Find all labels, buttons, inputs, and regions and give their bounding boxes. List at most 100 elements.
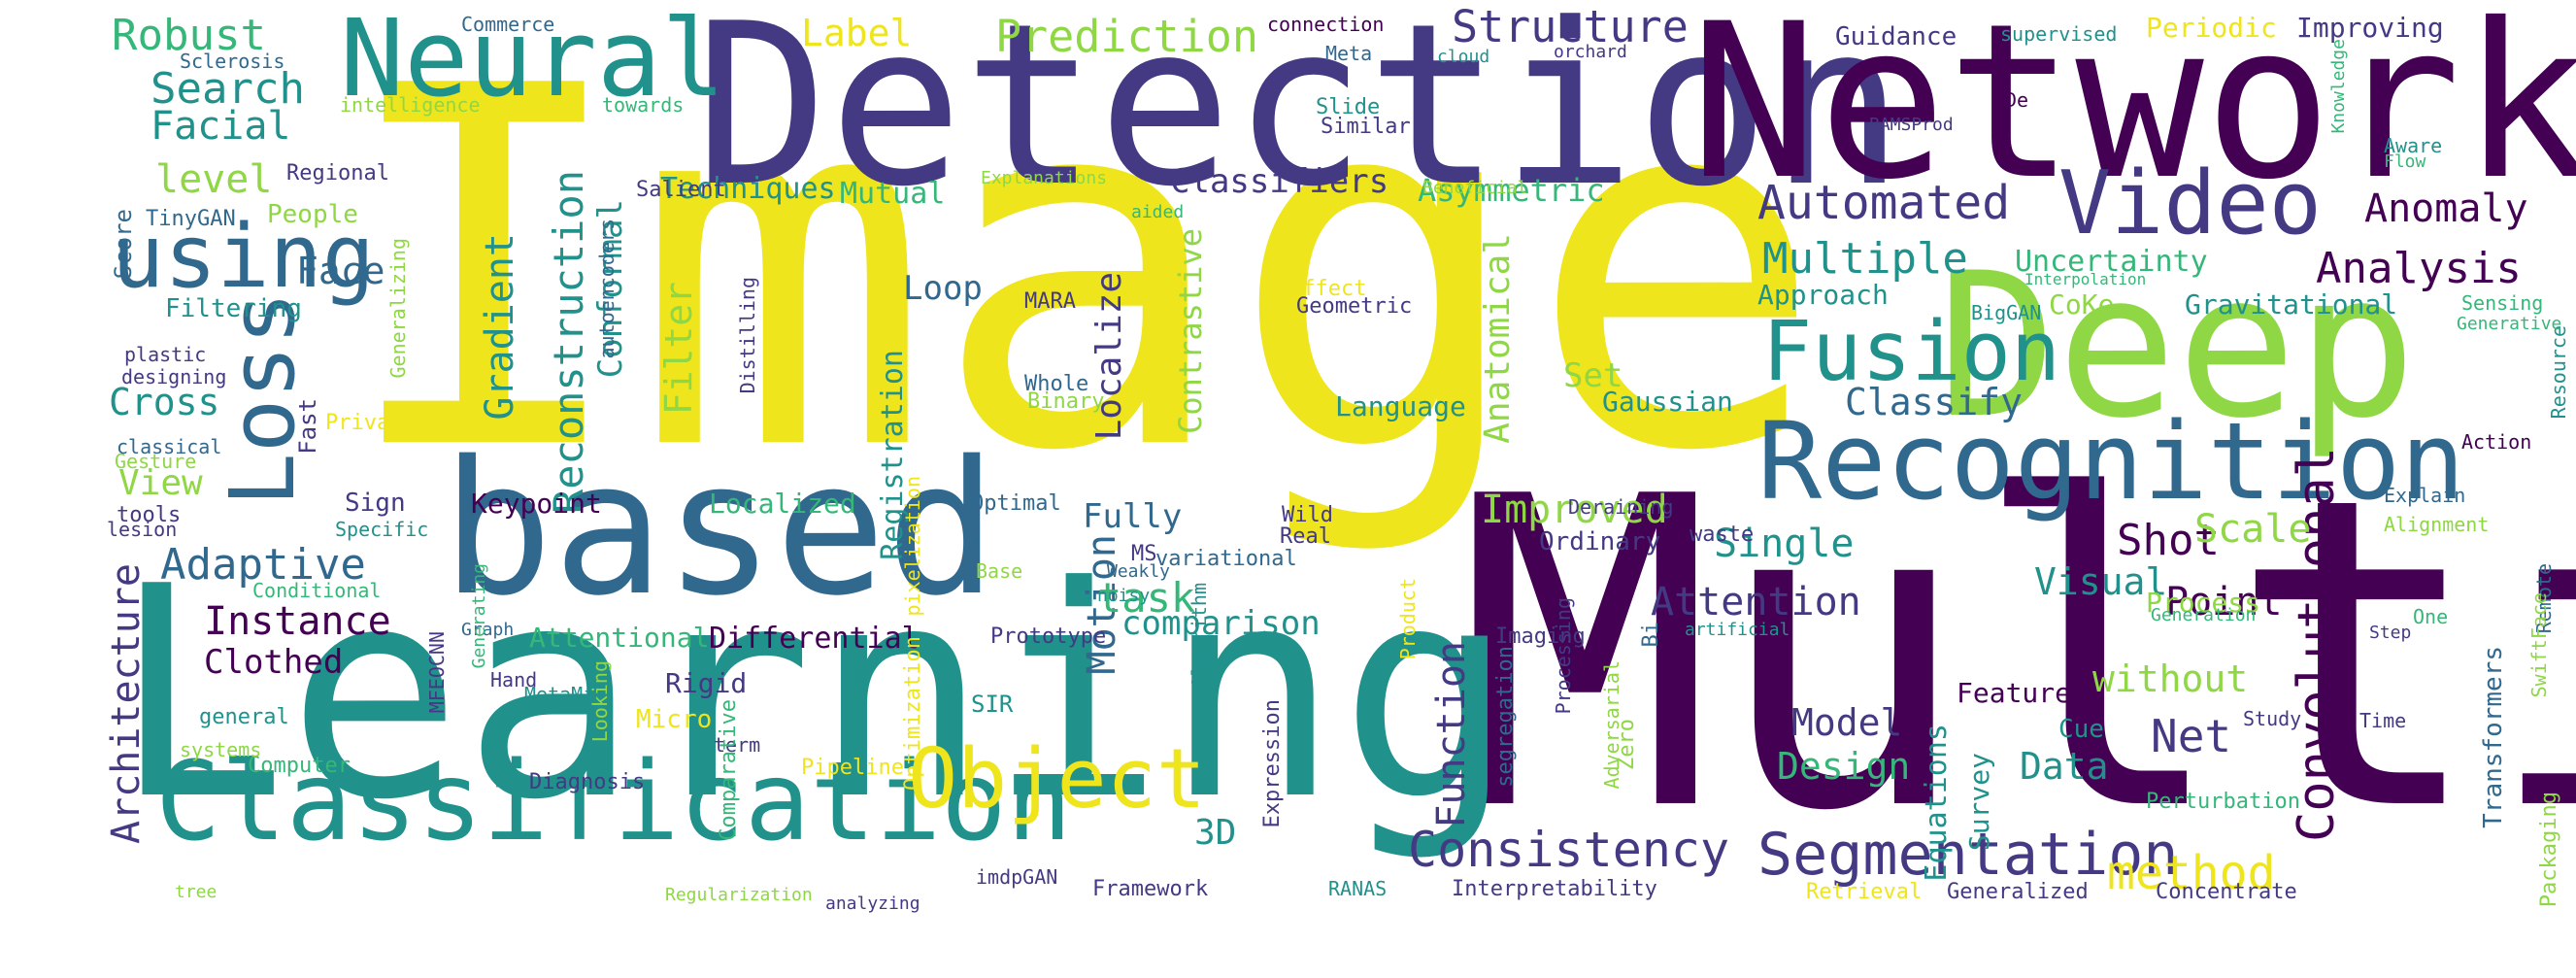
word-facial: Facial	[151, 104, 291, 149]
word-comparison: comparison	[1121, 604, 1321, 643]
word-adversarial: Adversarial	[1600, 660, 1623, 790]
word-beneficial: Beneficial	[1422, 178, 1528, 198]
word-detection: Detection	[694, 0, 1905, 236]
word-one: One	[2413, 605, 2449, 628]
word-contrastive: Contrastive	[1172, 228, 1209, 434]
word-method: method	[2107, 846, 2276, 900]
word-bamsprod: BAMSProd	[1869, 115, 1954, 135]
word-similar: Similar	[1321, 115, 1411, 139]
word-sign: Sign	[345, 489, 406, 518]
word-systems: systems	[180, 738, 262, 761]
word-function: Function	[1429, 641, 1474, 828]
word-waste: waste	[1689, 523, 1755, 547]
word-explain: Explain	[2384, 484, 2466, 507]
word-analyzing: analyzing	[825, 894, 920, 914]
word-packaging: Packaging	[2537, 792, 2561, 908]
word-ranas: RANAS	[1328, 877, 1388, 900]
word-guidance: Guidance	[1835, 22, 1957, 51]
word-attentional: Attentional	[529, 622, 710, 654]
word-search: Search	[151, 64, 305, 114]
word-reconstruction: Reconstruction	[545, 170, 592, 515]
word-fusion: Fusion	[1762, 304, 2061, 400]
word-task: task	[1097, 574, 1196, 622]
word-neural: Neural	[340, 0, 726, 120]
word-regularization: Regularization	[665, 885, 813, 905]
word-analysis: Analysis	[2316, 244, 2522, 293]
word-diagnosis: Diagnosis	[529, 770, 646, 794]
word-consistency: Consistency	[1408, 822, 1730, 878]
word-feature: Feature	[1957, 677, 2072, 709]
word-visual: Visual	[2034, 560, 2168, 603]
word-people: People	[267, 200, 358, 229]
word-uncertainty: Uncertainty	[2015, 245, 2208, 279]
word-prototype: Prototype	[990, 624, 1107, 649]
word-process: Process	[2146, 587, 2261, 619]
word-tree: tree	[175, 882, 217, 902]
word-processing: Processing	[1552, 597, 1575, 715]
word-transformers: Transformers	[2479, 646, 2508, 828]
word-periodic: Periodic	[2146, 12, 2277, 44]
word-set: Set	[1563, 356, 1623, 395]
word-generative: Generative	[2457, 314, 2562, 334]
word-plastic: plastic	[124, 343, 207, 366]
word-classifiers: Classifiers	[1170, 162, 1389, 201]
word-segregation: segregation	[1493, 646, 1518, 788]
word-sclerosis: Sclerosis	[180, 50, 285, 73]
word-connection: connection	[1267, 13, 1385, 36]
word-structure: Structure	[1452, 1, 1689, 52]
word-generating: Generating	[469, 563, 489, 669]
word-metamix: MetaMix	[524, 683, 607, 706]
word-keypoint: Keypoint	[471, 488, 602, 520]
word-ordinary: Ordinary	[1539, 527, 1661, 556]
word-improved: Improved	[1481, 488, 1668, 532]
word-perturbation: Perturbation	[2146, 790, 2300, 814]
word-3d: 3D	[1194, 813, 1237, 853]
word-face: Face	[296, 250, 385, 292]
word-conditional: Conditional	[252, 579, 382, 602]
word-prediction: Prediction	[995, 11, 1258, 62]
word-localized: Localized	[709, 488, 856, 520]
word-study: Study	[2243, 707, 2302, 730]
word-cue: Cue	[2058, 715, 2104, 744]
word-architecture: Architecture	[104, 563, 149, 844]
word-sir: SIR	[971, 691, 1014, 718]
word-point: Point	[2165, 580, 2283, 624]
word-resource: Resource	[2547, 325, 2570, 420]
word-alignment: Alignment	[2384, 513, 2490, 536]
word-image: Image	[335, 0, 1826, 559]
word-model: Model	[1791, 701, 1903, 744]
word-bi: Bi	[1639, 622, 1663, 648]
word-gravitational: Gravitational	[2185, 288, 2398, 320]
word-regional: Regional	[286, 161, 389, 185]
word-artificial: artificial	[1685, 620, 1790, 640]
word-variational: variational	[1155, 547, 1297, 571]
word-score: Score	[110, 209, 137, 280]
word-orchard: orchard	[1554, 42, 1627, 62]
word-de: De	[2005, 88, 2029, 112]
word-classify: Classify	[1845, 381, 2024, 423]
word-language: Language	[1335, 390, 1466, 422]
word-ms: MS	[1131, 542, 1157, 566]
word-tinygan: TinyGAN	[146, 207, 236, 231]
word-intelligence: intelligence	[340, 93, 481, 117]
word-distilling: Distilling	[736, 277, 759, 394]
word-using: using	[112, 206, 375, 308]
word-asymmetric: Asymmetric	[1418, 172, 1605, 209]
word-product: Product	[1396, 578, 1420, 660]
word-term: term	[714, 733, 761, 757]
word-object: Object	[908, 731, 1207, 827]
word-action: Action	[2461, 430, 2532, 454]
word-noisy: noisy	[1097, 586, 1151, 606]
word-approach: Approach	[1757, 279, 1889, 311]
word-cloud: cloud	[1437, 47, 1490, 67]
word-coke: CoKe	[2049, 288, 2115, 320]
word-based: based	[442, 422, 997, 636]
word-time: Time	[2359, 709, 2407, 732]
word-swiftface: SwiftFace	[2527, 592, 2551, 698]
word-anatomical: Anatomical	[1478, 233, 1518, 444]
word-whole: Whole	[1024, 372, 1089, 396]
word-deraining: Deraining	[1568, 495, 1674, 519]
word-network: Network	[1689, 0, 2576, 226]
word-fully: Fully	[1083, 497, 1183, 536]
